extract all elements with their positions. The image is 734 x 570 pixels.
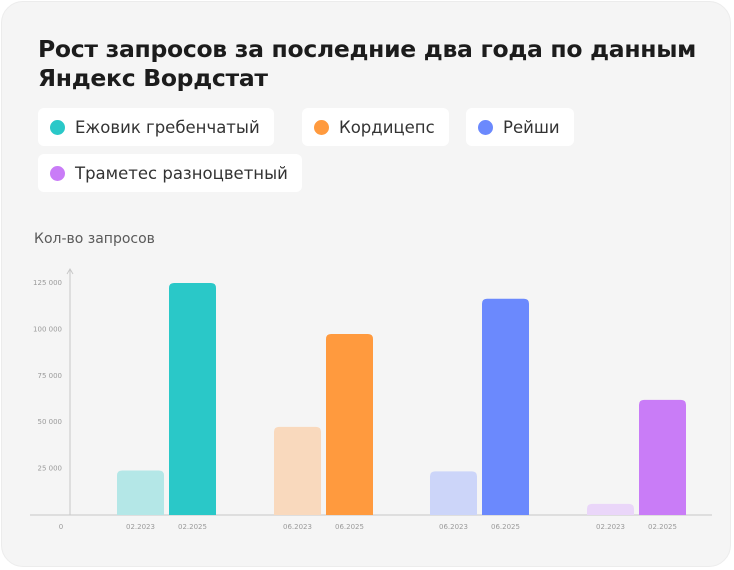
legend-label-hericium: Ежовик гребенчатый [75, 117, 260, 137]
bar [117, 470, 164, 515]
x-tick-label: 06.2023 [283, 523, 312, 531]
legend-item-hericium: Ежовик гребенчатый [38, 108, 274, 146]
legend-item-trametes: Траметес разноцветный [38, 154, 302, 192]
legend-label-reishi: Рейши [503, 117, 560, 137]
y-tick-label: 125 000 [33, 279, 62, 287]
bar [326, 334, 373, 515]
x-tick-label: 02.2023 [126, 523, 155, 531]
y-tick-label: 100 000 [33, 325, 62, 333]
y-tick-label: 25 000 [38, 465, 63, 473]
bars [117, 283, 686, 515]
y-tick-label: 0 [59, 523, 63, 531]
legend-dot-reishi [478, 119, 493, 135]
bar [430, 471, 477, 515]
y-tick-label: 75 000 [38, 372, 63, 380]
y-axis-arrow-icon [66, 268, 74, 275]
x-tick-label: 02.2025 [178, 523, 207, 531]
bar [587, 503, 634, 515]
bar [639, 399, 686, 515]
x-tick-label: 02.2023 [596, 523, 625, 531]
legend-dot-cordyceps [314, 119, 329, 135]
legend-dot-trametes [50, 165, 65, 181]
x-tick-label: 06.2025 [491, 523, 520, 531]
legend-label-cordyceps: Кордицепс [339, 117, 435, 137]
bar [169, 283, 216, 515]
legend-label-trametes: Траметес разноцветный [75, 163, 288, 183]
chart-title: Рост запросов за последние два года по д… [38, 35, 697, 92]
x-axis-ticks: 02.2023 02.2025 06.2023 06.2025 06.2023 06.20… [126, 523, 677, 531]
x-tick-label: 06.2025 [335, 523, 364, 531]
bar [274, 426, 321, 515]
legend-item-cordyceps: Кордицепс [302, 108, 449, 146]
y-tick-label: 50 000 [38, 418, 63, 426]
x-tick-label: 02.2025 [648, 523, 677, 531]
y-axis-label: Кол-во запросов [34, 231, 155, 247]
x-tick-label: 06.2023 [439, 523, 468, 531]
legend-dot-hericium [50, 119, 65, 135]
bar [482, 298, 529, 515]
legend-item-reishi: Рейши [466, 108, 574, 146]
